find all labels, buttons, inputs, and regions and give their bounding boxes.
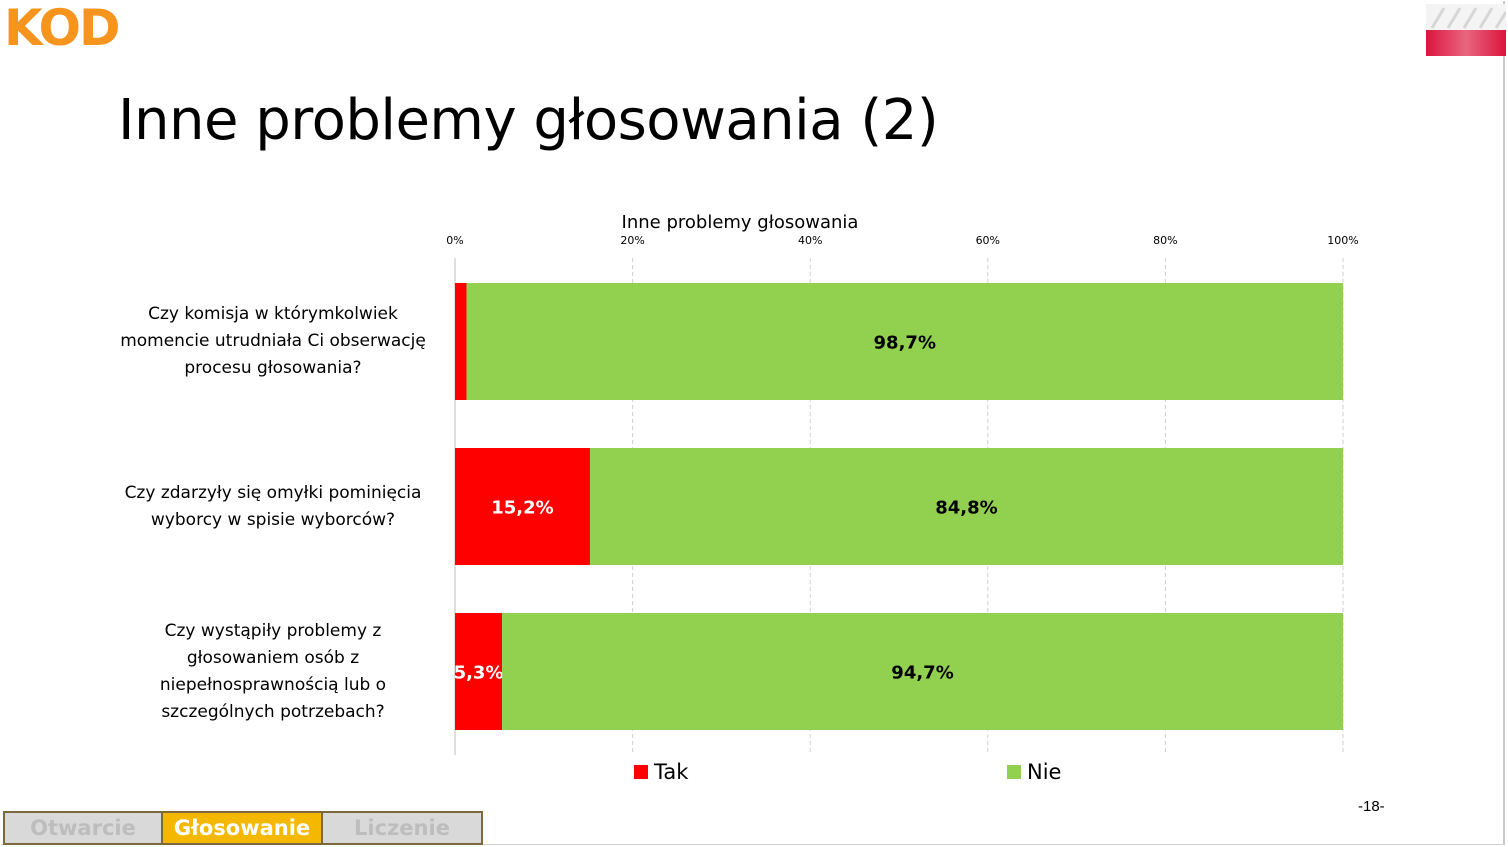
category-label-line: procesu głosowania? (184, 358, 362, 378)
x-tick-label: 100% (1327, 234, 1358, 247)
category-label: Czy wystąpiły problemy z głosowaniem osób… (108, 618, 438, 726)
legend-label-tak: Tak (654, 760, 689, 784)
x-tick-label: 80% (1153, 234, 1177, 247)
x-tick-label: 0% (446, 234, 463, 247)
legend-item-tak: Tak (634, 760, 688, 784)
chart-title: Inne problemy głosowania (621, 212, 859, 233)
legend-label-nie: Nie (1027, 760, 1062, 784)
category-label-line: niepełnosprawnością lub o (159, 674, 387, 695)
data-label: 5,3% (454, 663, 504, 684)
bar-tak (455, 283, 467, 400)
legend-swatch-nie (1007, 765, 1021, 779)
section-nav: Otwarcie Głosowanie Liczenie (3, 811, 483, 845)
kod-logo: KOD (4, 0, 121, 57)
bar-tak (455, 448, 590, 565)
tab-liczenie[interactable]: Liczenie (323, 811, 483, 845)
page-number: -18- (1358, 798, 1385, 815)
data-label: 15,2% (491, 498, 553, 519)
tab-otwarcie[interactable]: Otwarcie (3, 811, 163, 845)
tab-glosowanie[interactable]: Głosowanie (163, 811, 323, 845)
data-label: 98,7% (874, 333, 936, 354)
x-tick-label: 40% (798, 234, 822, 247)
bar-nie (502, 613, 1344, 730)
category-label-line: Czy wystąpiły problemy z (164, 620, 382, 641)
data-label: 94,7% (891, 663, 953, 684)
category-label: Czy zdarzyły się omyłki pominięcia wyborc… (108, 480, 438, 534)
category-label-line: wyborcy w spisie wyborców? (150, 509, 396, 530)
legend-item-nie: Nie (1007, 760, 1061, 784)
category-label-line: Czy komisja w którymkolwiek (148, 304, 398, 324)
legend-swatch-tak (634, 765, 648, 779)
x-tick-label: 20% (620, 234, 644, 247)
bar-nie (589, 448, 1343, 565)
category-label: Czy komisja w którymkolwiek momencie utru… (108, 301, 438, 382)
category-label-line: głosowaniem osób z (186, 647, 360, 668)
x-tick-label: 60% (976, 234, 1000, 247)
page-title: Inne problemy głosowania (2) (118, 88, 939, 153)
bar-tak (455, 613, 503, 730)
data-label: 84,8% (935, 498, 997, 519)
category-label-line: momencie utrudniała Ci obserwację (120, 331, 426, 351)
category-label-line: szczególnych potrzebach? (161, 701, 385, 722)
category-label-line: Czy zdarzyły się omyłki pominięcia (124, 482, 422, 503)
polish-flag-icon (1426, 4, 1506, 56)
bar-nie (466, 283, 1343, 400)
